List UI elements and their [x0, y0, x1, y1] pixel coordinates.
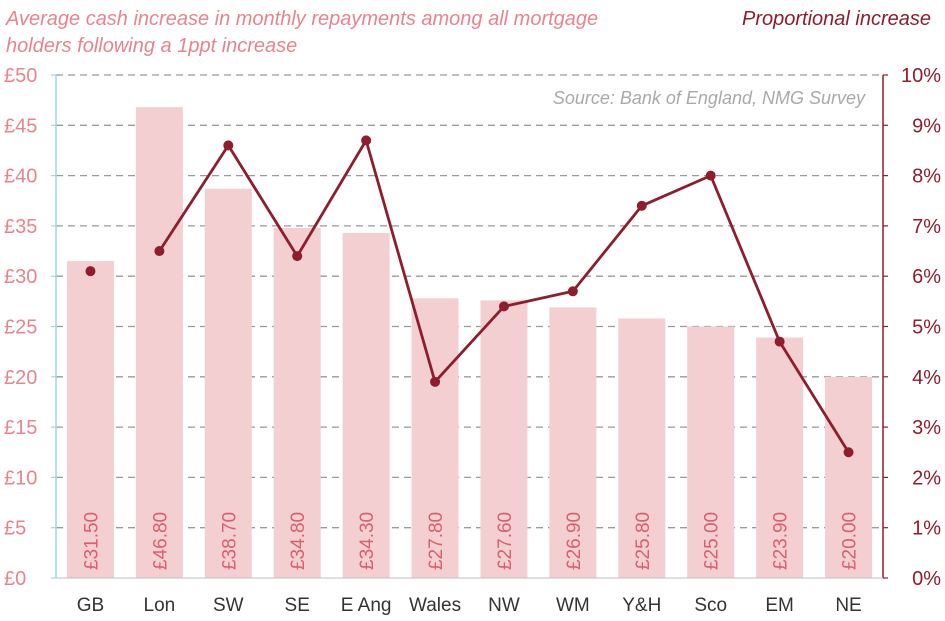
bar-value-label: £25.80 — [633, 512, 654, 570]
line-point-2 — [154, 246, 165, 257]
bar-value-label: £25.00 — [702, 512, 723, 570]
category-label: WM — [556, 595, 590, 616]
left-tick-label: £40 — [4, 166, 37, 188]
left-tick-label: £25 — [4, 317, 37, 339]
bar-5 — [342, 232, 390, 578]
left-tick-label: £35 — [4, 216, 37, 238]
bar-7 — [480, 300, 528, 578]
category-label: SW — [213, 595, 244, 616]
bar-labels-group: £31.50 £46.80 £38.70 £34.80 £34.30 £27.80 £27.… — [81, 512, 860, 570]
category-label: Wales — [409, 595, 461, 616]
bar-10 — [687, 326, 735, 578]
bar-11 — [756, 337, 804, 578]
left-tick-label: £45 — [4, 115, 37, 137]
bars-group — [66, 107, 873, 579]
right-tick-label: 7% — [912, 216, 941, 238]
line-point-7 — [498, 301, 509, 312]
bar-2 — [135, 107, 183, 578]
bar-value-label: £23.90 — [771, 512, 792, 570]
line-point-6 — [430, 376, 441, 387]
bar-6 — [411, 298, 459, 578]
right-tick-label: 4% — [912, 367, 941, 389]
right-tick-label: 10% — [901, 65, 941, 87]
bar-4 — [273, 227, 321, 579]
bar-12 — [825, 376, 873, 578]
bar-value-label: £20.00 — [840, 512, 861, 570]
source-note: Source: Bank of England, NMG Survey — [552, 88, 865, 108]
category-label: Lon — [144, 595, 176, 616]
category-label: NW — [488, 595, 520, 616]
right-tick-label: 3% — [912, 417, 941, 439]
right-tick-label: 6% — [912, 266, 941, 288]
category-label: E Ang — [341, 595, 392, 616]
category-label: SE — [285, 595, 310, 616]
right-tick-label: 8% — [912, 166, 941, 188]
bar-value-label: £34.80 — [288, 512, 309, 570]
left-tick-label: £5 — [4, 518, 26, 540]
bar-value-label: £27.60 — [495, 512, 516, 570]
right-tick-label: 2% — [912, 467, 941, 489]
line-point-10 — [705, 170, 716, 181]
left-tick-label: £20 — [4, 367, 37, 389]
left-tick-label: £15 — [4, 417, 37, 439]
left-tick-label: £0 — [4, 568, 26, 590]
bar-value-label: £46.80 — [150, 512, 171, 570]
line-point-3 — [223, 140, 234, 151]
chart-title-left: Average cash increase in monthly repayme… — [6, 8, 599, 57]
line-series-group — [85, 135, 854, 458]
line-point-5 — [361, 135, 372, 146]
bar-value-label: £38.70 — [219, 512, 240, 570]
line-point-4 — [292, 251, 303, 262]
left-tick-label: £30 — [4, 266, 37, 288]
line-point-8 — [567, 286, 578, 297]
bar-8 — [549, 307, 597, 578]
line-point-11 — [774, 336, 785, 347]
chart-title-right: Proportional increase — [742, 8, 931, 30]
bar-value-label: £26.90 — [564, 512, 585, 570]
bar-3 — [204, 188, 252, 579]
category-label: NE — [835, 595, 861, 616]
category-label: Sco — [694, 595, 727, 616]
category-label: EM — [765, 595, 794, 616]
left-tick-label: £10 — [4, 467, 37, 489]
line-point-1 — [85, 266, 96, 277]
bar-value-label: £34.30 — [357, 512, 378, 570]
category-label: Y&H — [622, 595, 661, 616]
category-label: GB — [77, 595, 104, 616]
line-point-9 — [636, 200, 647, 211]
right-tick-label: 9% — [912, 115, 941, 137]
right-tick-label: 1% — [912, 518, 941, 540]
bar-value-label: £31.50 — [81, 512, 102, 570]
bar-value-label: £27.80 — [426, 512, 447, 570]
right-axis-ticks: 0% 1% 2% 3% 4% 5% 6% 7% 8% 9% 10% — [883, 65, 941, 590]
line-point-12 — [843, 447, 854, 458]
right-tick-label: 5% — [912, 317, 941, 339]
left-tick-label: £50 — [4, 65, 37, 87]
grid-lines — [56, 74, 883, 529]
bar-9 — [618, 318, 666, 578]
left-axis-ticks: £0 £5 £10 £15 £20 £25 £30 £35 £40 £45 £50 — [4, 65, 56, 590]
right-tick-label: 0% — [912, 568, 941, 590]
bar-1 — [66, 261, 114, 578]
category-labels: GB Lon SW SE E Ang Wales NW WM Y&H Sco EM NE — [77, 595, 862, 616]
